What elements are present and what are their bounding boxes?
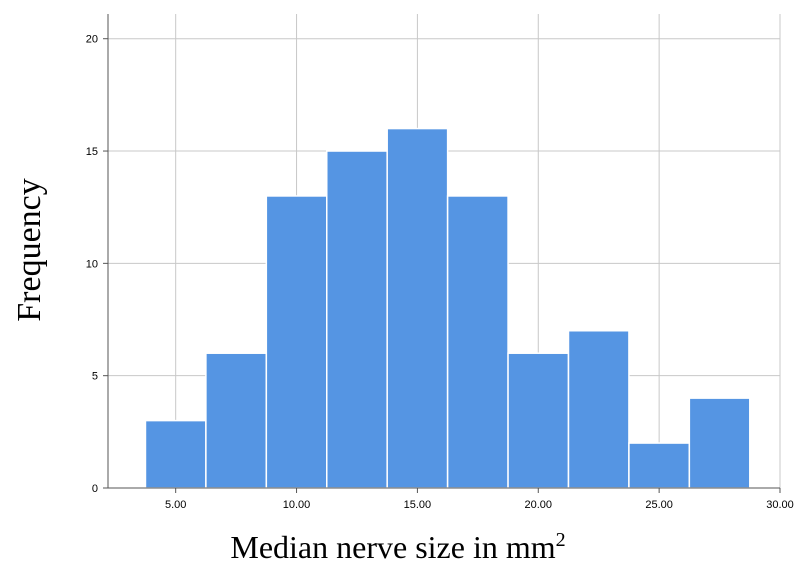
x-tick-label: 25.00 [645,499,673,511]
x-axis-title-text: Median nerve size in mm [230,529,555,565]
y-axis-ticks: 0 5 10 15 20 [86,34,108,495]
x-tick-label: 15.00 [404,499,432,511]
x-tick-label: 20.00 [525,499,553,511]
histogram-bar [144,419,207,489]
x-tick-label: 30.00 [766,499,794,511]
histogram-bar [386,127,449,489]
y-tick-label: 10 [86,258,98,270]
y-tick-label: 20 [86,34,98,46]
x-axis-title-superscript: 2 [556,529,566,551]
axes [107,14,780,489]
y-tick-label: 0 [92,483,98,495]
histogram-bar [628,442,691,489]
y-axis-title: Frequency [11,178,48,322]
x-axis-ticks: 5.00 10.00 15.00 20.00 25.00 30.00 [165,488,794,511]
histogram-bar [507,352,570,489]
histogram-bar [205,352,268,489]
histogram-bar [326,150,388,489]
y-tick-label: 15 [86,146,98,158]
histogram-bars [144,127,751,489]
histogram-bar [567,329,630,489]
histogram-bar [688,397,751,489]
histogram-bar [265,195,328,489]
x-tick-label: 5.00 [165,499,186,511]
histogram-bar [446,195,509,489]
x-axis-title: Median nerve size in mm2 [230,529,565,565]
x-tick-label: 10.00 [283,499,311,511]
y-tick-label: 5 [92,371,98,383]
